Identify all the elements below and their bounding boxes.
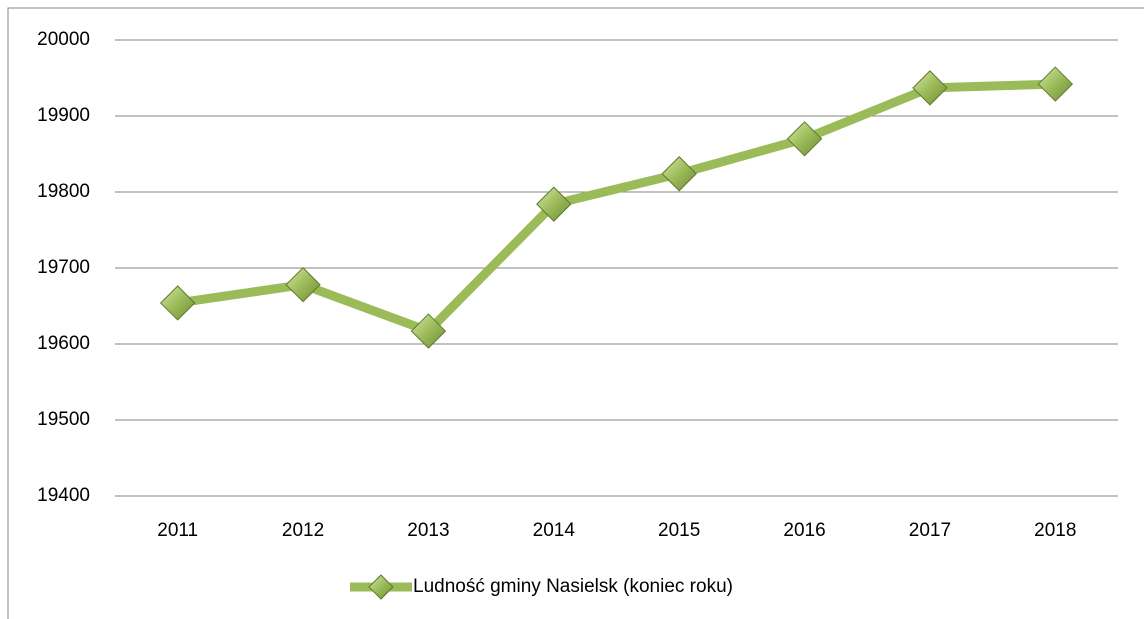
x-tick-label: 2013	[407, 520, 449, 541]
data-point	[159, 285, 196, 321]
data-point	[786, 121, 823, 157]
x-tick-label: 2017	[909, 520, 951, 541]
y-tick-label: 19500	[37, 409, 90, 430]
x-tick-label: 2011	[157, 520, 198, 541]
data-point	[1037, 66, 1074, 102]
y-tick-label: 19900	[37, 105, 90, 126]
y-tick-label: 20000	[37, 29, 90, 50]
data-point	[912, 70, 948, 106]
series-line	[177, 79, 1056, 336]
data-point	[410, 313, 447, 349]
data-point	[661, 156, 697, 192]
x-tick-label: 2012	[282, 520, 324, 541]
y-tick-label: 19600	[37, 333, 90, 354]
x-tick-label: 2015	[658, 520, 700, 541]
data-point	[536, 186, 572, 222]
legend-label: Ludność gminy Nasielsk (koniec roku)	[413, 576, 733, 597]
x-tick-label: 2016	[783, 520, 825, 541]
legend-marker	[368, 574, 394, 600]
y-tick-label: 19700	[37, 257, 90, 278]
y-tick-label: 19800	[37, 181, 90, 202]
y-tick-label: 19400	[37, 485, 90, 506]
x-tick-label: 2018	[1034, 520, 1076, 541]
x-tick-label: 2014	[533, 520, 576, 541]
chart-frame	[7, 7, 1144, 619]
data-point	[285, 267, 321, 303]
